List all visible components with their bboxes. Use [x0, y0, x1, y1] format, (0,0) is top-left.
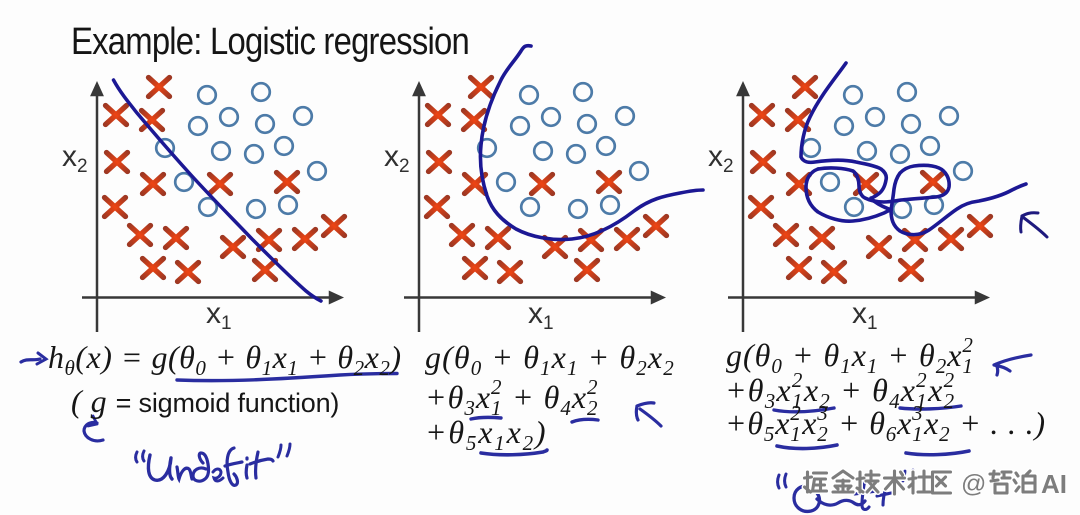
svg-text:@: @ [961, 470, 986, 498]
svg-text:AI: AI [1041, 469, 1067, 499]
